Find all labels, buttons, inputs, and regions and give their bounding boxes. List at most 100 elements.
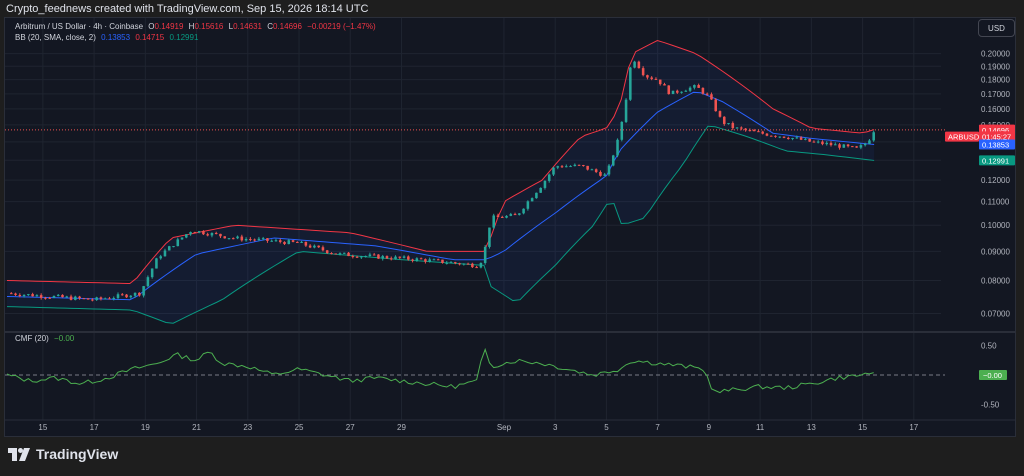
candle	[500, 215, 504, 218]
candle-body	[287, 240, 291, 245]
candle	[372, 252, 376, 256]
high-label: H	[188, 22, 195, 31]
candle	[479, 262, 483, 269]
tradingview-logo[interactable]: TradingView	[8, 446, 118, 462]
candle-body	[424, 259, 427, 262]
candle-body	[654, 78, 658, 80]
price-tick-label: 0.16000	[981, 105, 1010, 114]
candle-body	[620, 121, 624, 140]
candle-body	[855, 146, 858, 148]
candle-body	[637, 61, 641, 69]
candle	[449, 261, 453, 264]
candle-body	[539, 187, 542, 193]
candle-body	[381, 256, 384, 259]
time-tick-label: 7	[655, 423, 660, 432]
candle	[671, 90, 675, 95]
candle	[27, 293, 30, 296]
candle-body	[231, 238, 235, 240]
candle	[624, 98, 628, 124]
candle	[829, 141, 833, 147]
candle	[778, 136, 782, 139]
candle	[586, 165, 589, 171]
candle-body	[419, 258, 423, 260]
candle-body	[317, 245, 320, 248]
candle	[667, 85, 671, 95]
candle-body	[116, 294, 120, 298]
candle	[505, 215, 508, 219]
candle-body	[185, 234, 188, 238]
candle	[518, 213, 521, 216]
candle-body	[261, 238, 265, 240]
candle-body	[74, 296, 77, 300]
candle	[407, 255, 410, 261]
candle	[219, 233, 222, 239]
candle	[334, 253, 338, 255]
price-tag-bg	[979, 155, 1015, 166]
candle-body	[663, 84, 666, 86]
candle	[138, 292, 141, 297]
candle-body	[842, 144, 846, 148]
price-tick-label: 0.09000	[981, 247, 1010, 256]
candle	[458, 262, 461, 266]
candle-body	[748, 130, 752, 132]
symbol-legend: Arbitrum / US Dollar · 4h · Coinbase O0.…	[15, 22, 379, 31]
candle-body	[505, 215, 508, 218]
candle	[91, 298, 94, 302]
candle-body	[727, 123, 730, 125]
candle-body	[244, 239, 248, 241]
candle-body	[180, 237, 184, 240]
candle-body	[752, 130, 756, 132]
time-tick-label: 13	[807, 423, 816, 432]
candle-body	[138, 292, 141, 296]
candle-body	[646, 75, 649, 78]
candle-body	[701, 87, 705, 94]
candle	[180, 237, 184, 240]
candle-body	[560, 166, 564, 168]
candle	[718, 110, 722, 118]
currency-button[interactable]: USD	[978, 19, 1015, 37]
candle	[646, 74, 649, 80]
candle-body	[343, 252, 346, 254]
candle	[227, 238, 231, 240]
candle-body	[39, 295, 43, 298]
cmf-line	[6, 347, 874, 394]
candle-body	[740, 127, 743, 129]
candle	[78, 295, 81, 300]
candle-body	[658, 79, 662, 85]
chart-panel[interactable]: 0.200000.190000.180000.170000.160000.150…	[4, 17, 1016, 437]
candle	[799, 136, 803, 141]
candle	[569, 165, 572, 168]
cmf-value-tag: −0.00	[979, 370, 1007, 380]
candle-body	[526, 201, 530, 209]
candle-body	[714, 99, 718, 112]
chart-canvas[interactable]: 0.200000.190000.180000.170000.160000.150…	[5, 18, 1015, 436]
candle	[193, 231, 197, 234]
candle-body	[283, 241, 286, 245]
price-tick-label: 0.17000	[981, 90, 1010, 99]
candle-body	[458, 263, 461, 265]
symbol-title: Arbitrum / US Dollar · 4h · Coinbase	[15, 22, 144, 31]
candle-body	[462, 263, 466, 265]
candle	[189, 231, 192, 236]
price-tag-text: 0.12991	[982, 156, 1009, 165]
bb-label: BB (20, SMA, close, 2)	[15, 33, 96, 42]
candle	[300, 240, 303, 244]
symbol-tag: ARBUSD	[945, 131, 980, 142]
candle	[436, 258, 440, 261]
price-tag: 01:45:27	[979, 131, 1015, 142]
candle-body	[611, 155, 615, 166]
candle	[530, 197, 534, 202]
price-tick-label: 0.19000	[981, 62, 1010, 71]
cmf-value-tag-bg	[979, 370, 1007, 380]
candle-body	[569, 166, 572, 168]
low-value: 0.14631	[233, 22, 262, 31]
candle-body	[355, 256, 359, 258]
price-tag-text: 0.14696	[982, 126, 1009, 135]
low-label: L	[228, 22, 234, 31]
candle	[676, 89, 679, 94]
candle	[821, 140, 824, 146]
candle-body	[791, 138, 794, 140]
candle	[804, 137, 807, 141]
candle	[509, 212, 513, 217]
candle	[287, 238, 291, 245]
